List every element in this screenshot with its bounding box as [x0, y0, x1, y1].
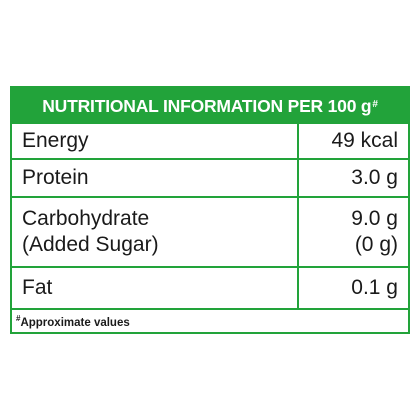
title-mark: #	[372, 98, 378, 110]
protein-label: Protein	[22, 166, 89, 189]
row-fat: Fat 0.1 g	[12, 268, 408, 310]
energy-value: 49 kcal	[331, 129, 398, 152]
added-sugar-value: (0 g)	[354, 233, 398, 256]
nutrition-header: NUTRITIONAL INFORMATION PER 100 g #	[12, 88, 408, 124]
row-protein: Protein 3.0 g	[12, 160, 408, 198]
row-value: 3.0 g	[299, 160, 408, 196]
footnote-mark: #	[16, 314, 21, 324]
row-value: 49 kcal	[299, 124, 408, 158]
fat-value: 0.1 g	[351, 276, 398, 299]
carbohydrate-value: 9.0 g	[351, 207, 398, 230]
fat-label: Fat	[22, 276, 53, 299]
carbohydrate-label: Carbohydrate	[22, 207, 150, 230]
row-label: Carbohydrate (Added Sugar)	[12, 198, 299, 266]
protein-value: 3.0 g	[351, 166, 398, 189]
row-label: Fat	[12, 268, 299, 308]
row-label: Protein	[12, 160, 299, 196]
footnote-text: Approximate values	[20, 317, 130, 329]
row-value: 9.0 g (0 g)	[299, 198, 408, 266]
added-sugar-label: (Added Sugar)	[22, 233, 159, 256]
row-carbohydrate: Carbohydrate (Added Sugar) 9.0 g (0 g)	[12, 198, 408, 268]
row-value: 0.1 g	[299, 268, 408, 308]
row-label: Energy	[12, 124, 299, 158]
energy-label: Energy	[22, 129, 89, 152]
nutrition-title: NUTRITIONAL INFORMATION PER 100 g	[42, 95, 372, 116]
footnote: #Approximate values	[16, 314, 130, 329]
nutrition-label: NUTRITIONAL INFORMATION PER 100 g # Energ…	[10, 86, 410, 334]
row-energy: Energy 49 kcal	[12, 124, 408, 160]
nutrition-table: Energy 49 kcal Protein 3.0 g Carbohydrat…	[12, 124, 408, 310]
